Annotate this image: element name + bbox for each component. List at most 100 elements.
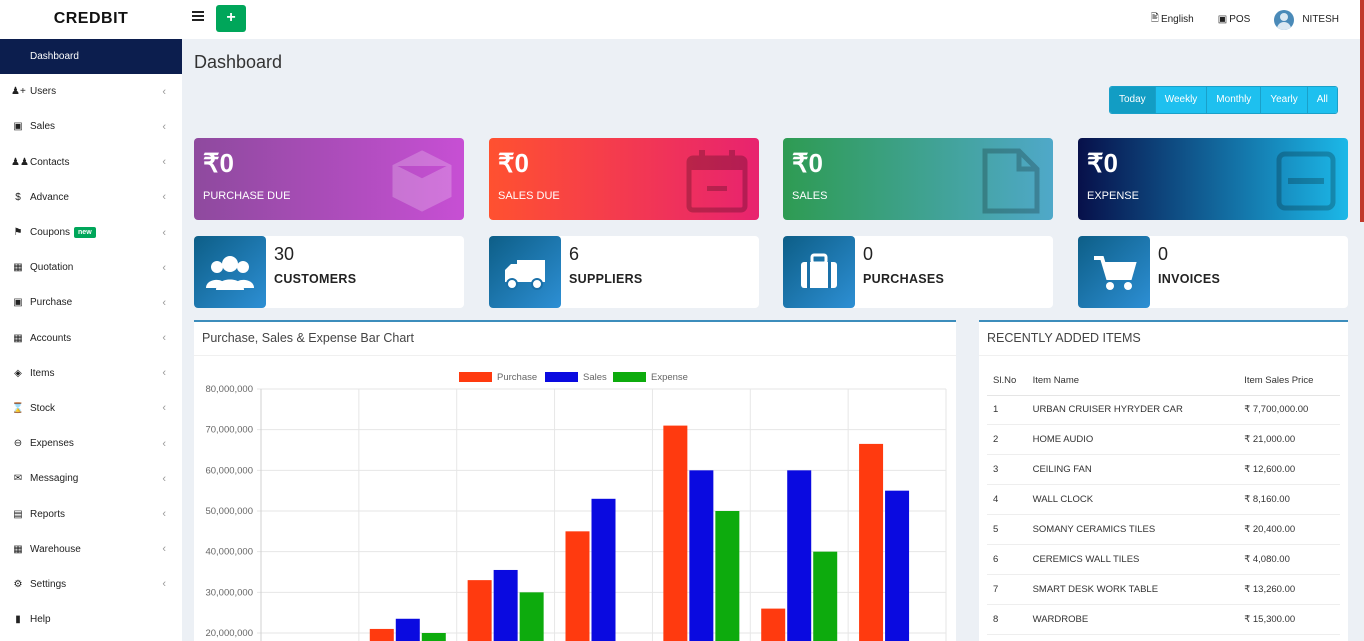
brand-logo[interactable]: CREDBIT <box>53 10 129 27</box>
bar <box>493 569 518 641</box>
sidebar-item-quotation[interactable]: ▦ Quotation ‹ <box>0 250 182 285</box>
range-all-button[interactable]: All <box>1307 87 1337 113</box>
table-row: 6 CEREMICS WALL TILES ₹ 4,080.00 <box>987 544 1340 575</box>
purchases-info-box: 0 PURCHASES <box>783 236 1053 308</box>
range-today-button[interactable]: Today <box>1110 87 1156 113</box>
table-row: 1 URBAN CRUISER HYRYDER CAR ₹ 7,700,000.00 <box>987 395 1340 426</box>
users-icon: ♟+ <box>11 86 26 98</box>
card-amount: ₹0 <box>792 148 824 178</box>
sidebar-item-advance[interactable]: $ Advance ‹ <box>0 180 182 215</box>
user-menu[interactable]: NITESH <box>1274 9 1339 30</box>
bar <box>591 498 616 641</box>
y-tick-label: 30,000,000 <box>205 587 253 598</box>
sidebar-item-messaging[interactable]: ✉ Messaging ‹ <box>0 461 182 496</box>
y-tick-label: 80,000,000 <box>205 384 253 395</box>
info-value: 30 <box>274 244 295 264</box>
sidebar-item-warehouse[interactable]: ▦ Warehouse ‹ <box>0 532 182 567</box>
chevron-left-icon: ‹ <box>162 437 166 450</box>
menu-toggle-icon[interactable] <box>192 11 204 25</box>
chevron-left-icon: ‹ <box>162 191 166 204</box>
table-row: 8 WARDROBE ₹ 15,300.00 <box>987 604 1340 635</box>
sidebar-item-label: Accounts <box>30 332 72 344</box>
card-label: PURCHASE DUE <box>203 190 291 202</box>
sidebar-item-accounts[interactable]: ▦ Accounts ‹ <box>0 321 182 356</box>
new-badge: new <box>74 227 96 239</box>
y-tick-label: 20,000,000 <box>205 628 253 639</box>
info-value: 0 <box>863 244 874 264</box>
table-cell: ₹ 8,160.00 <box>1238 484 1340 516</box>
cube-icon <box>392 150 452 212</box>
users-icon-box <box>194 236 266 308</box>
column-header: Sl.No <box>987 367 1027 396</box>
navbar-right: 🖹 English ▣ POS NITESH <box>1151 0 1364 39</box>
truck-icon-box <box>489 236 561 308</box>
tag-icon: ⚑ <box>13 227 23 239</box>
range-yearly-button[interactable]: Yearly <box>1261 87 1308 113</box>
customers-info-box: 30 CUSTOMERS <box>194 236 464 308</box>
shopping-cart-icon-box <box>1078 236 1150 308</box>
chart-panel-title: Purchase, Sales & Expense Bar Chart <box>194 322 956 356</box>
sidebar-item-contacts[interactable]: ♟♟ Contacts ‹ <box>0 145 182 180</box>
sidebar-item-label: Users <box>30 86 57 98</box>
info-label: INVOICES <box>1158 272 1221 286</box>
bar <box>885 490 910 641</box>
info-value: 6 <box>569 244 580 264</box>
sidebar-item-stock[interactable]: ⌛ Stock ‹ <box>0 391 182 426</box>
sidebar-item-label: Expenses <box>30 438 74 450</box>
y-tick-label: 50,000,000 <box>205 506 253 517</box>
chevron-left-icon: ‹ <box>162 226 166 239</box>
sidebar-item-help[interactable]: ▮ Help <box>0 602 182 637</box>
sidebar-item-label: Contacts <box>30 156 70 168</box>
range-weekly-button[interactable]: Weekly <box>1155 87 1208 113</box>
bar <box>467 580 492 641</box>
bar <box>787 470 812 641</box>
language-label: English <box>1160 14 1194 25</box>
sidebar-item-reports[interactable]: ▤ Reports ‹ <box>0 496 182 531</box>
sidebar-item-users[interactable]: ♟+ Users ‹ <box>0 74 182 109</box>
table-row: 5 SOMANY CERAMICS TILES ₹ 20,400.00 <box>987 514 1340 545</box>
language-selector[interactable]: 🖹 English <box>1151 11 1194 28</box>
bar <box>663 425 688 641</box>
range-monthly-button[interactable]: Monthly <box>1207 87 1262 113</box>
envelope-icon: ✉ <box>13 473 23 485</box>
sidebar-item-sales[interactable]: ▣ Sales ‹ <box>0 109 182 144</box>
table-cell: SOMANY CERAMICS TILES <box>1026 514 1239 545</box>
bar <box>421 633 446 641</box>
table-cell: 3 <box>987 454 1027 486</box>
sidebar-item-label: Quotation <box>30 262 74 274</box>
info-label: CUSTOMERS <box>274 272 357 286</box>
truck-icon <box>505 260 545 290</box>
bar <box>395 618 420 641</box>
table-cell: ₹ 15,300.00 <box>1238 604 1340 635</box>
user-name: NITESH <box>1302 14 1339 25</box>
cube-icon: ▣ <box>13 297 23 309</box>
table-row: 2 HOME AUDIO ₹ 21,000.00 <box>987 424 1340 456</box>
dollar-icon: $ <box>15 191 21 203</box>
sidebar: Dashboard ♟+ Users ‹ ▣ Sales ‹ ♟♟ Contacts ‹ $ Adva… <box>0 39 182 641</box>
pos-link[interactable]: ▣ POS <box>1218 14 1251 25</box>
table-cell: CEILING FAN <box>1026 454 1239 486</box>
sidebar-item-label: Messaging <box>30 473 79 485</box>
sidebar-item-settings[interactable]: ⚙ Settings ‹ <box>0 567 182 602</box>
table-cell: URBAN CRUISER HYRYDER CAR <box>1026 395 1239 426</box>
bar <box>715 511 740 641</box>
card-amount: ₹0 <box>203 148 235 178</box>
bar-chart: 80,000,000 70,000,000 60,000,000 50,000,000… <box>205 372 947 641</box>
sidebar-item-expenses[interactable]: ⊖ Expenses ‹ <box>0 426 182 461</box>
sidebar-item-items[interactable]: ◈ Items ‹ <box>0 356 182 391</box>
quick-add-button[interactable]: + <box>216 5 246 32</box>
contacts-icon: ♟♟ <box>11 156 29 168</box>
sidebar-item-coupons[interactable]: ⚑ Coupons new ‹ <box>0 215 182 250</box>
table-cell: ₹ 20,400.00 <box>1238 514 1340 545</box>
chevron-left-icon: ‹ <box>162 85 166 98</box>
bar <box>519 592 544 641</box>
sidebar-item-dashboard[interactable]: Dashboard <box>0 39 182 75</box>
file-icon <box>982 148 1040 214</box>
legend-label: Expense <box>651 372 688 383</box>
scrollbar-thumb[interactable] <box>1360 0 1364 222</box>
bar-chart-panel: Purchase, Sales & Expense Bar Chart 80,0… <box>194 320 956 641</box>
table-row: 3 CEILING FAN ₹ 12,600.00 <box>987 454 1340 486</box>
bar <box>761 608 786 641</box>
bar <box>565 531 590 641</box>
sidebar-item-purchase[interactable]: ▣ Purchase ‹ <box>0 285 182 320</box>
